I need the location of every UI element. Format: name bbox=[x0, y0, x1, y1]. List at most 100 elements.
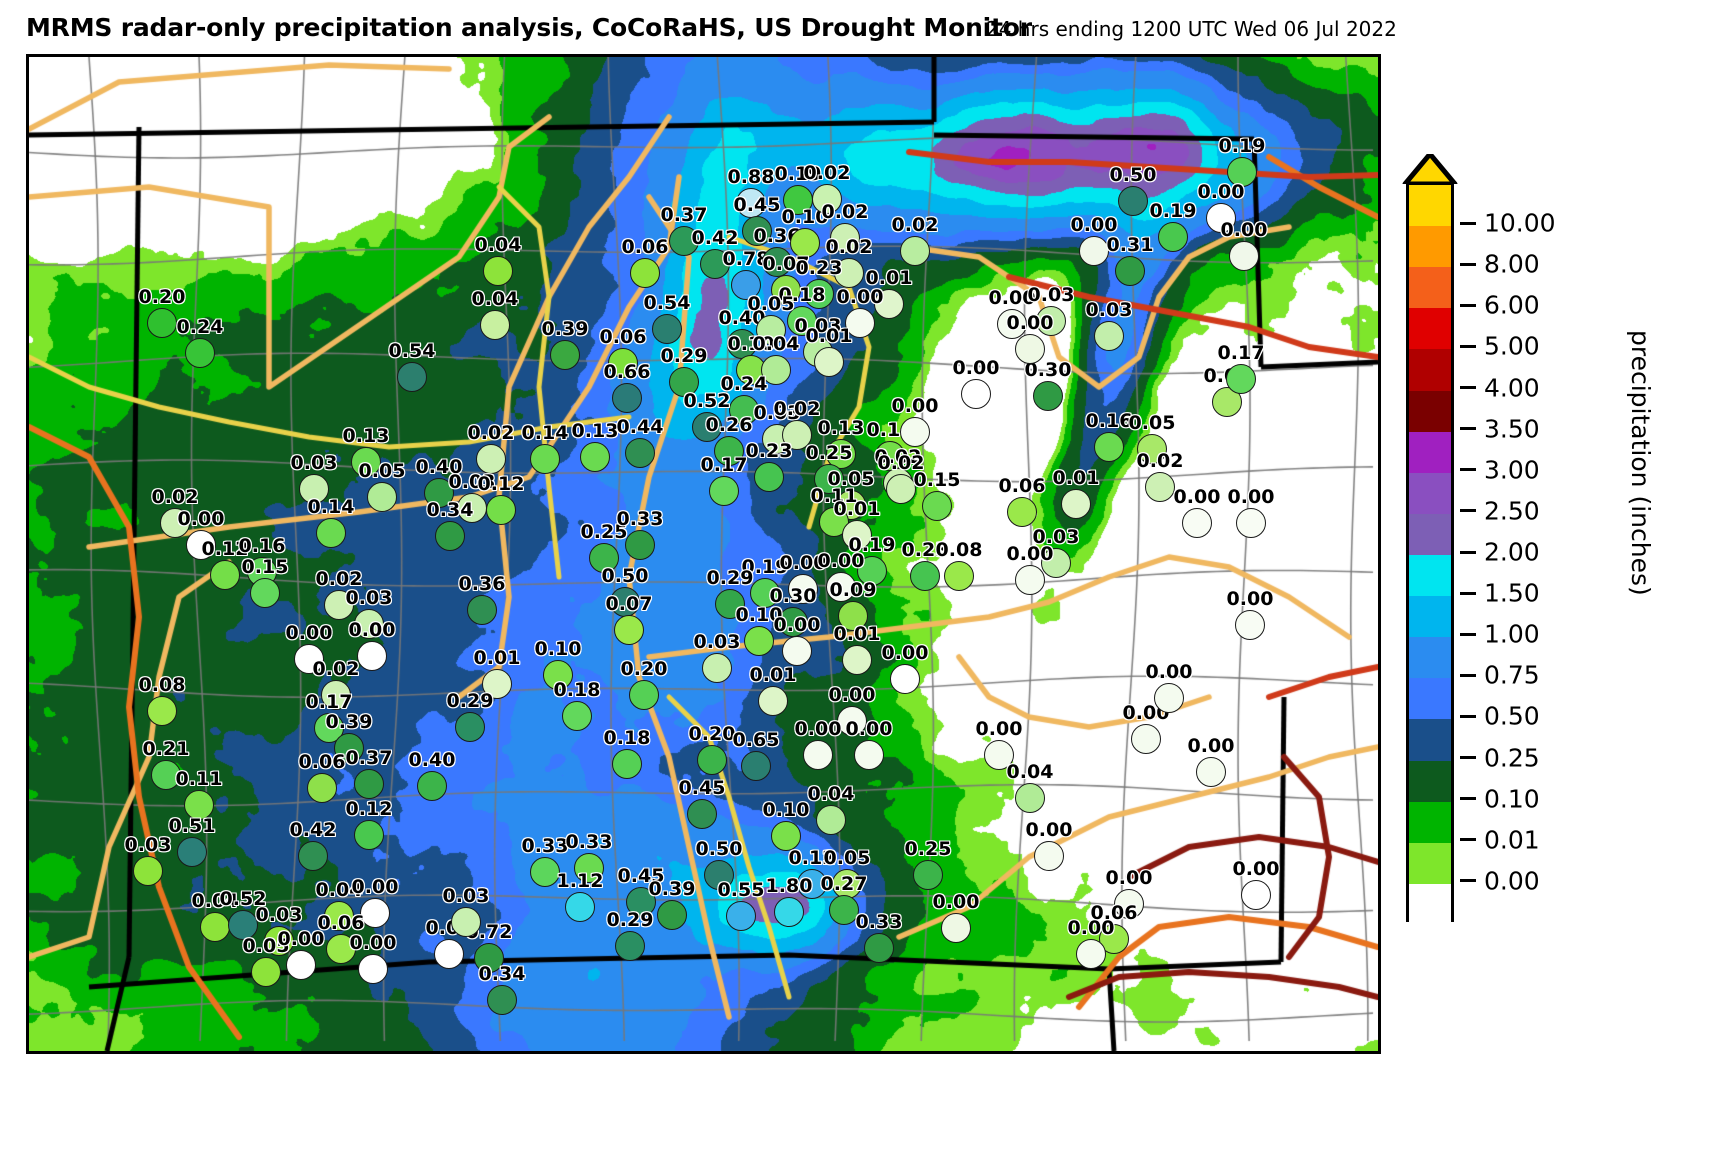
station-marker[interactable] bbox=[482, 669, 512, 699]
station-marker[interactable] bbox=[435, 521, 465, 551]
station-marker[interactable] bbox=[715, 589, 745, 619]
station-marker[interactable] bbox=[550, 340, 580, 370]
station-marker[interactable] bbox=[857, 556, 887, 586]
station-marker[interactable] bbox=[486, 495, 516, 525]
station-marker[interactable] bbox=[1154, 683, 1184, 713]
station-marker[interactable] bbox=[1015, 783, 1045, 813]
precipitation-map-panel[interactable]: 0.20 0.24 0.54 0.04 0.04 0.39 0.06 0.06 0.37 0.42… bbox=[26, 54, 1381, 1054]
station-marker[interactable] bbox=[1131, 724, 1161, 754]
station-marker[interactable] bbox=[151, 760, 181, 790]
station-marker[interactable] bbox=[758, 686, 788, 716]
station-marker[interactable] bbox=[744, 626, 774, 656]
station-marker[interactable] bbox=[562, 701, 592, 731]
station-marker[interactable] bbox=[944, 561, 974, 591]
station-marker[interactable] bbox=[657, 900, 687, 930]
station-marker[interactable] bbox=[321, 680, 351, 710]
station-marker[interactable] bbox=[307, 773, 337, 803]
station-marker[interactable] bbox=[771, 821, 801, 851]
station-marker[interactable] bbox=[771, 275, 801, 305]
station-marker[interactable] bbox=[1033, 381, 1063, 411]
station-marker[interactable] bbox=[842, 645, 872, 675]
station-marker[interactable] bbox=[455, 712, 485, 742]
station-marker[interactable] bbox=[360, 898, 390, 928]
station-marker[interactable] bbox=[726, 901, 756, 931]
station-marker[interactable] bbox=[837, 706, 867, 736]
station-marker[interactable] bbox=[615, 931, 645, 961]
station-marker[interactable] bbox=[782, 636, 812, 666]
station-marker[interactable] bbox=[727, 329, 757, 359]
station-marker[interactable] bbox=[1118, 186, 1148, 216]
station-marker[interactable] bbox=[1079, 236, 1109, 266]
station-marker[interactable] bbox=[1076, 939, 1106, 969]
station-marker[interactable] bbox=[762, 247, 792, 277]
station-marker[interactable] bbox=[1094, 321, 1124, 351]
station-marker[interactable] bbox=[610, 587, 640, 617]
station-marker[interactable] bbox=[434, 939, 464, 969]
station-marker[interactable] bbox=[829, 895, 859, 925]
station-marker[interactable] bbox=[814, 347, 844, 377]
station-marker[interactable] bbox=[160, 508, 190, 538]
station-marker[interactable] bbox=[264, 926, 294, 956]
station-marker[interactable] bbox=[565, 892, 595, 922]
station-marker[interactable] bbox=[1137, 434, 1167, 464]
station-marker[interactable] bbox=[147, 308, 177, 338]
station-marker[interactable] bbox=[451, 907, 481, 937]
station-marker[interactable] bbox=[731, 270, 761, 300]
station-marker[interactable] bbox=[700, 249, 730, 279]
station-marker[interactable] bbox=[354, 609, 384, 639]
station-marker[interactable] bbox=[625, 530, 655, 560]
station-marker[interactable] bbox=[842, 520, 872, 550]
station-marker[interactable] bbox=[299, 474, 329, 504]
station-marker[interactable] bbox=[177, 837, 207, 867]
station-marker[interactable] bbox=[790, 228, 820, 258]
station-marker[interactable] bbox=[669, 367, 699, 397]
station-marker[interactable] bbox=[1241, 880, 1271, 910]
station-marker[interactable] bbox=[334, 733, 364, 763]
station-marker[interactable] bbox=[1226, 364, 1256, 394]
station-marker[interactable] bbox=[147, 696, 177, 726]
station-marker[interactable] bbox=[1036, 306, 1066, 336]
station-marker[interactable] bbox=[669, 226, 699, 256]
station-marker[interactable] bbox=[756, 315, 786, 345]
station-marker[interactable] bbox=[913, 860, 943, 890]
station-marker[interactable] bbox=[417, 771, 447, 801]
station-marker[interactable] bbox=[367, 482, 397, 512]
station-marker[interactable] bbox=[629, 680, 659, 710]
station-marker[interactable] bbox=[854, 740, 884, 770]
station-marker[interactable] bbox=[286, 950, 316, 980]
station-marker[interactable] bbox=[424, 478, 454, 508]
station-marker[interactable] bbox=[900, 417, 930, 447]
station-marker[interactable] bbox=[580, 442, 610, 472]
station-marker[interactable] bbox=[984, 740, 1014, 770]
station-marker[interactable] bbox=[736, 188, 766, 218]
station-marker[interactable] bbox=[1015, 334, 1045, 364]
station-marker[interactable] bbox=[1235, 610, 1265, 640]
station-marker[interactable] bbox=[1229, 241, 1259, 271]
station-marker[interactable] bbox=[1061, 489, 1091, 519]
station-marker[interactable] bbox=[530, 444, 560, 474]
station-marker[interactable] bbox=[298, 841, 328, 871]
station-marker[interactable] bbox=[782, 420, 812, 450]
station-marker[interactable] bbox=[228, 910, 258, 940]
station-marker[interactable] bbox=[251, 957, 281, 987]
station-marker[interactable] bbox=[900, 236, 930, 266]
station-marker[interactable] bbox=[1034, 841, 1064, 871]
station-marker[interactable] bbox=[608, 348, 638, 378]
station-marker[interactable] bbox=[324, 590, 354, 620]
station-marker[interactable] bbox=[836, 490, 866, 520]
station-marker[interactable] bbox=[864, 933, 894, 963]
station-marker[interactable] bbox=[826, 572, 856, 602]
station-marker[interactable] bbox=[834, 258, 864, 288]
station-marker[interactable] bbox=[1114, 889, 1144, 919]
station-marker[interactable] bbox=[816, 805, 846, 835]
station-marker[interactable] bbox=[1158, 222, 1188, 252]
station-marker[interactable] bbox=[830, 223, 860, 253]
station-marker[interactable] bbox=[186, 530, 216, 560]
station-marker[interactable] bbox=[787, 306, 817, 336]
station-marker[interactable] bbox=[742, 216, 772, 246]
station-marker[interactable] bbox=[357, 641, 387, 671]
station-marker[interactable] bbox=[1196, 757, 1226, 787]
station-marker[interactable] bbox=[467, 595, 497, 625]
station-marker[interactable] bbox=[1182, 508, 1212, 538]
station-marker[interactable] bbox=[324, 901, 354, 931]
